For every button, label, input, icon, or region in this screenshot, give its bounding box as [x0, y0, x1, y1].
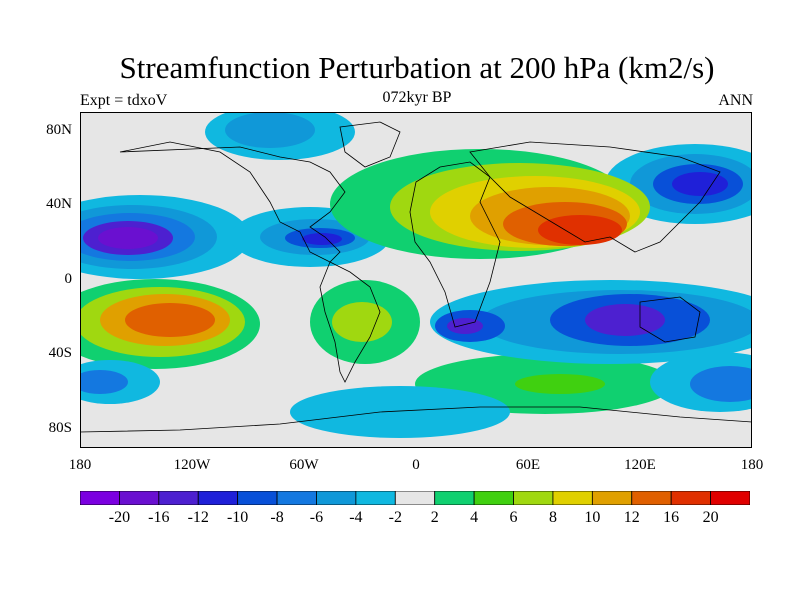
- x-tick-60w: 60W: [289, 457, 319, 473]
- colorbar-box: [237, 491, 278, 505]
- chart-title: Streamfunction Perturbation at 200 hPa (…: [119, 50, 715, 85]
- colorbar-label: 2: [430, 509, 439, 526]
- colorbar-box: [670, 491, 711, 505]
- colorbar-label: -10: [226, 509, 249, 526]
- colorbar-label: -8: [270, 509, 284, 526]
- x-tick-0: 0: [412, 457, 420, 473]
- colorbar-box: [513, 491, 554, 505]
- colorbar-label: -2: [388, 509, 402, 526]
- experiment-label: Expt = tdxoV: [80, 92, 168, 109]
- colorbar-box: [394, 491, 436, 505]
- colorbar-box: [552, 491, 593, 505]
- colorbar-label: 8: [548, 509, 557, 526]
- colorbar-box: [434, 491, 475, 505]
- colorbar-box: [591, 491, 633, 505]
- colorbar-label: -4: [349, 509, 363, 526]
- colorbar-label: 16: [663, 509, 680, 526]
- colorbar-label: -20: [108, 509, 131, 526]
- colorbar-box: [158, 491, 199, 505]
- time-label: 072kyr BP: [382, 89, 452, 106]
- x-tick-120e: 120E: [624, 457, 656, 473]
- coastlines: [80, 121, 752, 433]
- contour-fills: [80, 112, 752, 438]
- colorbar-box: [276, 491, 317, 505]
- colorbar-box: [316, 491, 357, 505]
- colorbar-box: [119, 491, 160, 505]
- y-tick-80n: 80N: [46, 122, 72, 138]
- y-tick-40s: 40S: [48, 345, 72, 361]
- colorbar-box: [355, 491, 396, 505]
- colorbar-label: -12: [187, 509, 209, 526]
- colorbar-box: [473, 491, 514, 505]
- colorbar-box: [710, 491, 750, 505]
- colorbar-label: 12: [623, 509, 640, 526]
- map-frame: [80, 112, 752, 448]
- x-tick-180e: 180: [740, 457, 764, 473]
- x-tick-180w: 180: [68, 457, 92, 473]
- colorbar: [80, 491, 750, 505]
- colorbar-label: -6: [309, 509, 324, 526]
- colorbar-label: 6: [509, 509, 518, 526]
- colorbar-box: [80, 491, 120, 505]
- y-tick-80s: 80S: [48, 420, 72, 436]
- x-tick-120w: 120W: [173, 457, 211, 473]
- y-tick-40n: 40N: [46, 196, 72, 212]
- x-tick-60e: 60E: [515, 457, 541, 473]
- y-tick-0: 0: [64, 271, 73, 287]
- colorbar-box: [197, 491, 239, 505]
- colorbar-box: [631, 491, 672, 505]
- colorbar-label: -16: [148, 509, 170, 526]
- colorbar-label: 4: [470, 509, 479, 526]
- streamfunction-map: [80, 112, 752, 448]
- colorbar-label: 10: [584, 509, 601, 526]
- season-label: ANN: [718, 92, 753, 109]
- colorbar-label: 20: [702, 509, 719, 526]
